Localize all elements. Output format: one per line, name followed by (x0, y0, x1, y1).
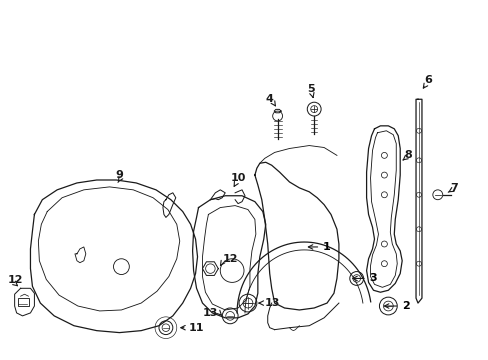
Text: 2: 2 (384, 301, 409, 311)
Text: 13: 13 (203, 308, 218, 318)
Text: 5: 5 (307, 84, 314, 94)
Text: 3: 3 (352, 274, 377, 283)
Text: 12: 12 (8, 275, 23, 285)
Bar (18, 298, 29, 306)
Text: 9: 9 (115, 170, 123, 180)
Text: 10: 10 (230, 173, 245, 183)
Text: 7: 7 (450, 183, 458, 193)
Text: 12: 12 (222, 254, 237, 264)
Text: 4: 4 (265, 94, 273, 104)
Text: 8: 8 (404, 150, 411, 161)
Text: 11: 11 (188, 323, 203, 333)
Text: 13: 13 (264, 298, 280, 308)
Text: 1: 1 (308, 242, 330, 252)
Text: 6: 6 (423, 75, 431, 85)
